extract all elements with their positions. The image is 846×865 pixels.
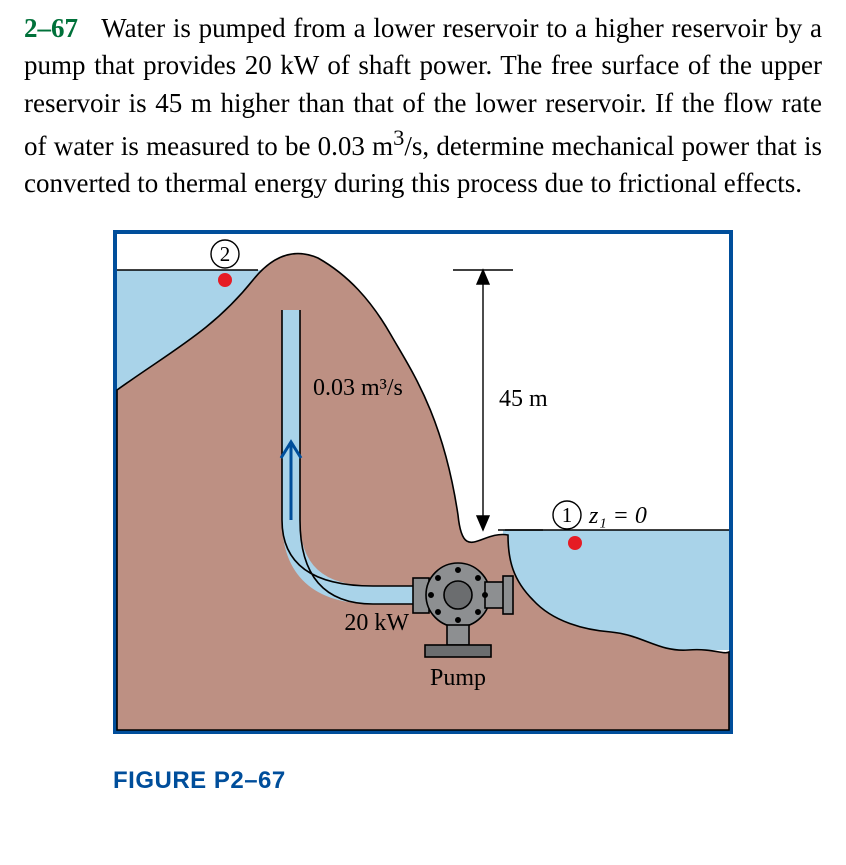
figure-caption: FIGURE P2–67 [113, 767, 733, 795]
height-label: 45 m [499, 386, 548, 412]
point-2-label: 2 [220, 242, 231, 266]
power-label: 20 kW [344, 610, 409, 636]
figure-svg: 2 1 z₁ = 0 0.03 m³/s 45 m 20 kW Pump [113, 230, 733, 750]
problem-statement: 2–67 Water is pumped from a lower reserv… [24, 10, 822, 202]
unit-superscript: 3 [393, 125, 404, 150]
figure: 2 1 z₁ = 0 0.03 m³/s 45 m 20 kW Pump FIG… [113, 230, 733, 795]
point-1-num: 1 [562, 503, 573, 527]
problem-number: 2–67 [24, 13, 78, 43]
flow-rate-label: 0.03 m³/s [313, 375, 403, 401]
point-1-eq: z₁ = 0 [588, 503, 647, 529]
pump-label: Pump [430, 665, 486, 691]
land [117, 254, 729, 730]
